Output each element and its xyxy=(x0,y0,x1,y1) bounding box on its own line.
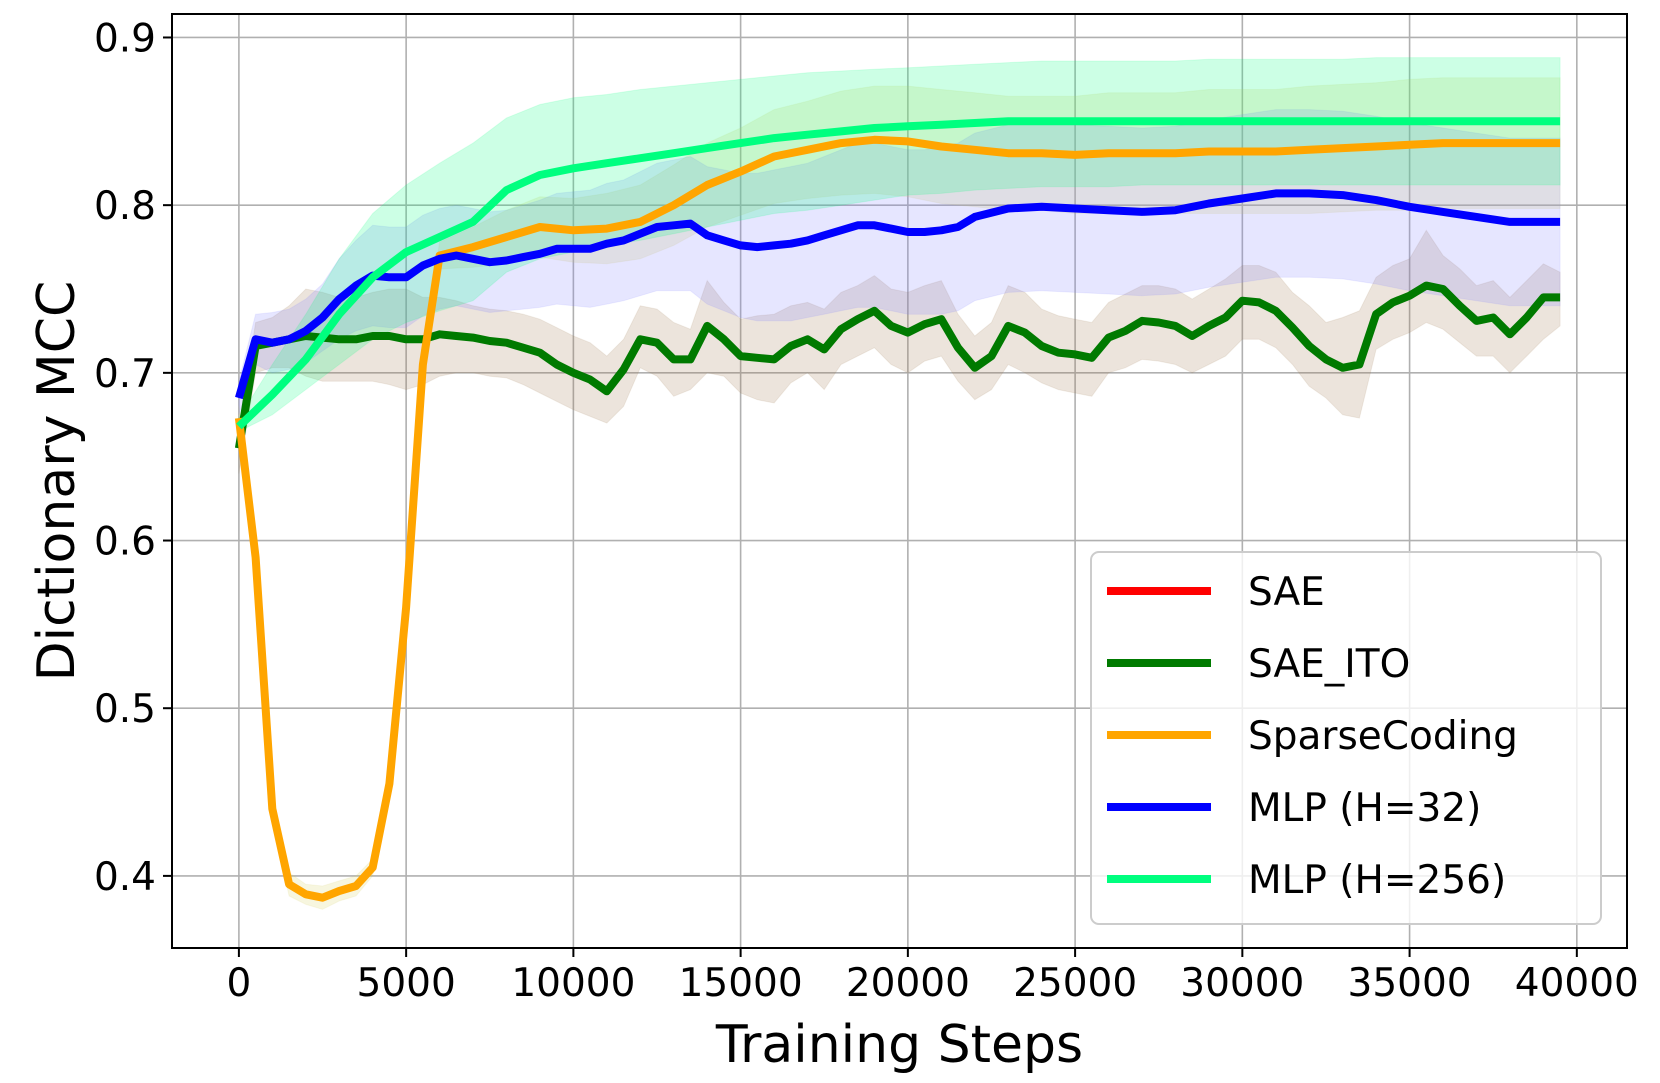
x-tick-label: 0 xyxy=(226,961,251,1006)
y-tick-label: 0.4 xyxy=(94,855,156,900)
x-tick-label: 5000 xyxy=(357,961,456,1006)
x-tick-label: 40000 xyxy=(1515,961,1639,1006)
x-axis-label: Training Steps xyxy=(715,1015,1083,1075)
y-tick-label: 0.7 xyxy=(94,352,156,397)
plot-frame xyxy=(171,13,1628,949)
sae-ito-line xyxy=(234,281,1561,449)
x-axis-ticks: 0 5000 10000 15000 20000 25000 30000 35000 40000 xyxy=(226,948,1639,1006)
legend-label-mlp-h-256: MLP (H=256) xyxy=(1248,858,1506,903)
y-tick-label: 0.5 xyxy=(94,687,156,732)
sparsecoding-line xyxy=(234,135,1561,902)
mlp-h-256-line xyxy=(236,117,1561,430)
y-tick-label: 0.8 xyxy=(94,184,156,229)
y-tick-label: 0.6 xyxy=(94,520,156,565)
legend-label-sae-ito: SAE_ITO xyxy=(1248,642,1410,687)
sae-ito-band xyxy=(238,229,1561,474)
legend-label-mlp-h-32: MLP (H=32) xyxy=(1248,786,1481,831)
series-lines xyxy=(234,117,1561,902)
y-tick-label: 0.9 xyxy=(94,16,156,61)
mlp-h-32-band xyxy=(238,109,1561,415)
legend-box xyxy=(1090,551,1602,925)
x-tick-label: 25000 xyxy=(1013,961,1137,1006)
y-axis-label: Dictionary MCC xyxy=(27,281,87,682)
x-tick-label: 10000 xyxy=(511,961,635,1006)
legend-label-sae: SAE xyxy=(1248,570,1325,615)
x-tick-label: 30000 xyxy=(1180,961,1304,1006)
x-tick-label: 15000 xyxy=(679,961,803,1006)
mlp-h-32-line xyxy=(235,189,1561,400)
legend: SAE SAE_ITO SparseCoding MLP (H=32) MLP (H=2… xyxy=(1090,551,1602,925)
legend-label-sparsecoding: SparseCoding xyxy=(1248,714,1518,759)
y-axis-ticks: 0.4 0.5 0.6 0.7 0.8 0.9 xyxy=(94,16,172,900)
x-tick-label: 20000 xyxy=(846,961,970,1006)
x-tick-label: 35000 xyxy=(1348,961,1472,1006)
